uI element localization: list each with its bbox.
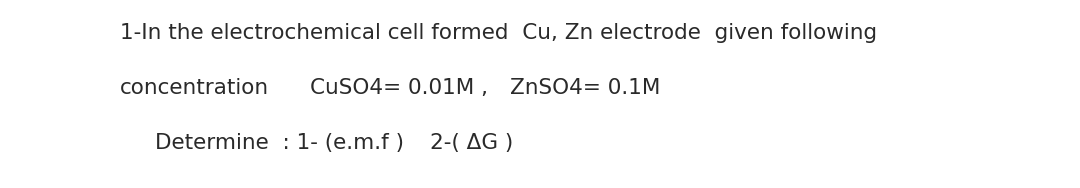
Text: CuSO4= 0.01M ,: CuSO4= 0.01M , bbox=[310, 78, 488, 98]
Text: concentration: concentration bbox=[120, 78, 269, 98]
Text: 2-( ΔG ): 2-( ΔG ) bbox=[430, 133, 513, 153]
Text: 1-In the electrochemical cell formed  Cu, Zn electrode  given following: 1-In the electrochemical cell formed Cu,… bbox=[120, 23, 877, 43]
Text: Determine  : 1- (e.m.f ): Determine : 1- (e.m.f ) bbox=[156, 133, 404, 153]
Text: ZnSO4= 0.1M: ZnSO4= 0.1M bbox=[510, 78, 660, 98]
